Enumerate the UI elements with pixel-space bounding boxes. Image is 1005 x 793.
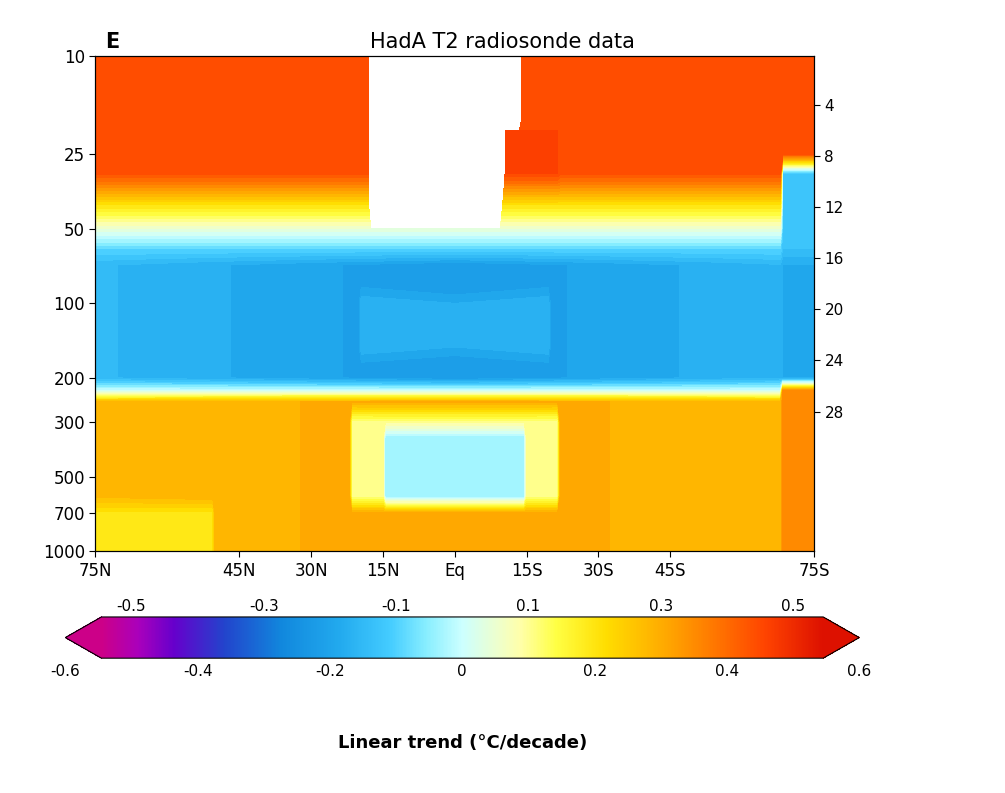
Text: 0.5: 0.5 xyxy=(781,599,805,614)
Text: -0.5: -0.5 xyxy=(117,599,147,614)
Text: -0.3: -0.3 xyxy=(249,599,278,614)
Text: 0.2: 0.2 xyxy=(583,664,607,679)
Text: -0.4: -0.4 xyxy=(183,664,212,679)
Text: 0.6: 0.6 xyxy=(847,664,871,679)
Text: HadA T2 radiosonde data: HadA T2 radiosonde data xyxy=(370,32,635,52)
PathPatch shape xyxy=(65,617,102,658)
Text: 0.1: 0.1 xyxy=(517,599,541,614)
PathPatch shape xyxy=(823,617,859,658)
Text: Linear trend (°C/decade): Linear trend (°C/decade) xyxy=(338,734,587,752)
Text: -0.1: -0.1 xyxy=(381,599,411,614)
Text: 0.4: 0.4 xyxy=(715,664,739,679)
Text: -0.6: -0.6 xyxy=(50,664,80,679)
Text: 0.3: 0.3 xyxy=(648,599,673,614)
Text: 0: 0 xyxy=(457,664,467,679)
Text: E: E xyxy=(106,32,120,52)
Text: -0.2: -0.2 xyxy=(316,664,345,679)
